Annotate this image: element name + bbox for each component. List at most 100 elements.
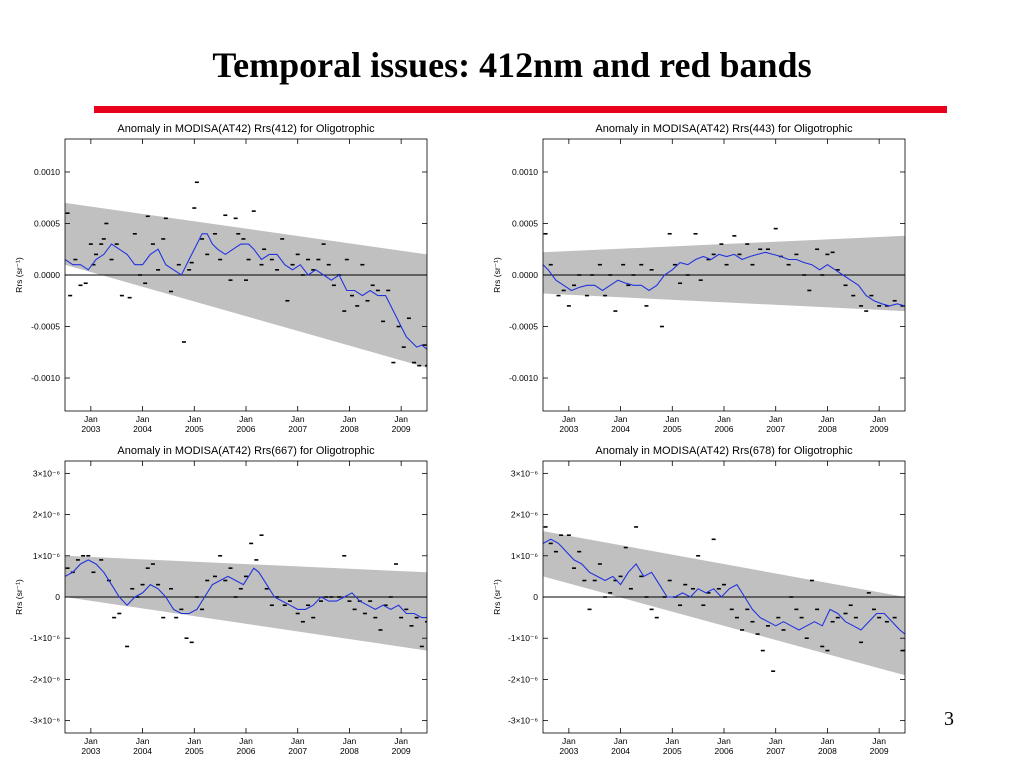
x-tick-label-month: Jan	[872, 414, 886, 424]
x-tick-label-month: Jan	[562, 414, 576, 424]
y-tick-label: -0.0010	[31, 373, 60, 383]
x-tick-label-year: 2005	[663, 424, 682, 434]
y-tick-label: 0.0005	[34, 218, 60, 228]
x-tick-label-month: Jan	[769, 414, 783, 424]
y-tick-label: -0.0005	[509, 322, 538, 332]
chart-svg: Anomaly in MODISA(AT42) Rrs(443) for Oli…	[492, 123, 906, 434]
x-tick-label-month: Jan	[136, 414, 150, 424]
x-tick-label-month: Jan	[562, 736, 576, 746]
x-tick-label-month: Jan	[187, 414, 201, 424]
chart-rrs667-panel: Anomaly in MODISA(AT42) Rrs(667) for Oli…	[10, 440, 435, 756]
x-tick-label-year: 2003	[559, 746, 578, 756]
y-tick-label: 2×10⁻⁶	[33, 510, 60, 520]
x-tick-label-year: 2004	[611, 424, 630, 434]
x-tick-label-month: Jan	[821, 736, 835, 746]
x-tick-label-month: Jan	[614, 414, 628, 424]
running-mean-line	[65, 233, 427, 350]
x-tick-label-month: Jan	[394, 736, 408, 746]
y-tick-label: 1×10⁻⁶	[511, 551, 538, 561]
y-tick-label: -0.0005	[31, 322, 60, 332]
running-mean-line	[543, 251, 905, 307]
trend-band	[543, 235, 905, 312]
x-tick-label-year: 2008	[818, 746, 837, 756]
x-tick-label-month: Jan	[872, 736, 886, 746]
x-tick-label-year: 2007	[288, 746, 307, 756]
x-tick-label-year: 2004	[611, 746, 630, 756]
x-tick-label-month: Jan	[187, 736, 201, 746]
x-tick-label-month: Jan	[665, 414, 679, 424]
x-tick-label-year: 2003	[81, 424, 100, 434]
y-tick-label: 2×10⁻⁶	[511, 510, 538, 520]
x-tick-label-month: Jan	[769, 736, 783, 746]
y-tick-label: 0.0010	[512, 167, 538, 177]
title-underline	[94, 106, 947, 113]
x-tick-label-year: 2006	[715, 424, 734, 434]
x-tick-label-year: 2003	[559, 424, 578, 434]
x-tick-label-year: 2006	[715, 746, 734, 756]
x-tick-label-year: 2008	[818, 424, 837, 434]
y-tick-label: 0.0005	[512, 218, 538, 228]
x-tick-label-month: Jan	[394, 414, 408, 424]
y-tick-label: -2×10⁻⁶	[30, 674, 60, 684]
y-tick-label: 0	[55, 592, 60, 602]
y-tick-label: 0.0000	[34, 270, 60, 280]
chart-title: Anomaly in MODISA(AT42) Rrs(412) for Oli…	[117, 123, 375, 135]
chart-svg: Anomaly in MODISA(AT42) Rrs(667) for Oli…	[14, 445, 428, 756]
x-tick-label-month: Jan	[343, 414, 357, 424]
chart-title: Anomaly in MODISA(AT42) Rrs(443) for Oli…	[595, 123, 853, 135]
x-tick-label-month: Jan	[84, 414, 98, 424]
y-tick-label: -3×10⁻⁶	[30, 716, 60, 726]
chart-rrs443-panel: Anomaly in MODISA(AT42) Rrs(443) for Oli…	[488, 118, 913, 434]
y-tick-label: -1×10⁻⁶	[30, 633, 60, 643]
running-mean-line	[65, 559, 427, 619]
x-tick-label-year: 2007	[288, 424, 307, 434]
chart-title: Anomaly in MODISA(AT42) Rrs(667) for Oli…	[117, 445, 375, 457]
x-tick-label-year: 2005	[663, 746, 682, 756]
y-axis-label: Rrs (sr⁻¹)	[492, 257, 502, 293]
x-tick-label-year: 2006	[237, 746, 256, 756]
x-tick-label-month: Jan	[84, 736, 98, 746]
x-tick-label-month: Jan	[343, 736, 357, 746]
x-tick-label-year: 2009	[392, 424, 411, 434]
x-tick-label-year: 2008	[340, 424, 359, 434]
trend-band	[65, 202, 427, 368]
x-tick-label-month: Jan	[136, 736, 150, 746]
x-tick-label-year: 2007	[766, 746, 785, 756]
chart-svg: Anomaly in MODISA(AT42) Rrs(678) for Oli…	[492, 445, 906, 756]
slide-title: Temporal issues: 412nm and red bands	[212, 45, 812, 85]
x-tick-label-year: 2007	[766, 424, 785, 434]
x-tick-label-year: 2005	[185, 746, 204, 756]
x-tick-label-year: 2006	[237, 424, 256, 434]
x-tick-label-month: Jan	[717, 736, 731, 746]
x-tick-label-year: 2009	[870, 746, 889, 756]
x-tick-label-month: Jan	[665, 736, 679, 746]
chart-svg: Anomaly in MODISA(AT42) Rrs(412) for Oli…	[14, 123, 428, 434]
trend-band	[543, 531, 905, 676]
x-tick-label-year: 2003	[81, 746, 100, 756]
x-tick-label-month: Jan	[239, 414, 253, 424]
running-mean-line	[543, 538, 905, 635]
y-tick-label: 0.0000	[512, 270, 538, 280]
chart-rrs412-panel: Anomaly in MODISA(AT42) Rrs(412) for Oli…	[10, 118, 435, 434]
y-tick-label: 0.0010	[34, 167, 60, 177]
y-tick-label: 0	[533, 592, 538, 602]
y-tick-label: 3×10⁻⁶	[511, 468, 538, 478]
trend-band	[65, 555, 427, 651]
x-tick-label-year: 2008	[340, 746, 359, 756]
x-tick-label-year: 2004	[133, 746, 152, 756]
x-tick-label-month: Jan	[717, 414, 731, 424]
y-tick-label: -1×10⁻⁶	[508, 633, 538, 643]
y-tick-label: 1×10⁻⁶	[33, 551, 60, 561]
chart-title: Anomaly in MODISA(AT42) Rrs(678) for Oli…	[595, 445, 853, 457]
x-tick-label-month: Jan	[239, 736, 253, 746]
x-tick-label-month: Jan	[614, 736, 628, 746]
y-axis-label: Rrs (sr⁻¹)	[14, 257, 24, 293]
y-tick-label: -3×10⁻⁶	[508, 716, 538, 726]
y-axis-label: Rrs (sr⁻¹)	[14, 579, 24, 615]
x-tick-label-year: 2009	[392, 746, 411, 756]
y-axis-label: Rrs (sr⁻¹)	[492, 579, 502, 615]
x-tick-label-month: Jan	[291, 414, 305, 424]
x-tick-label-month: Jan	[821, 414, 835, 424]
y-tick-label: -2×10⁻⁶	[508, 674, 538, 684]
x-tick-label-year: 2009	[870, 424, 889, 434]
